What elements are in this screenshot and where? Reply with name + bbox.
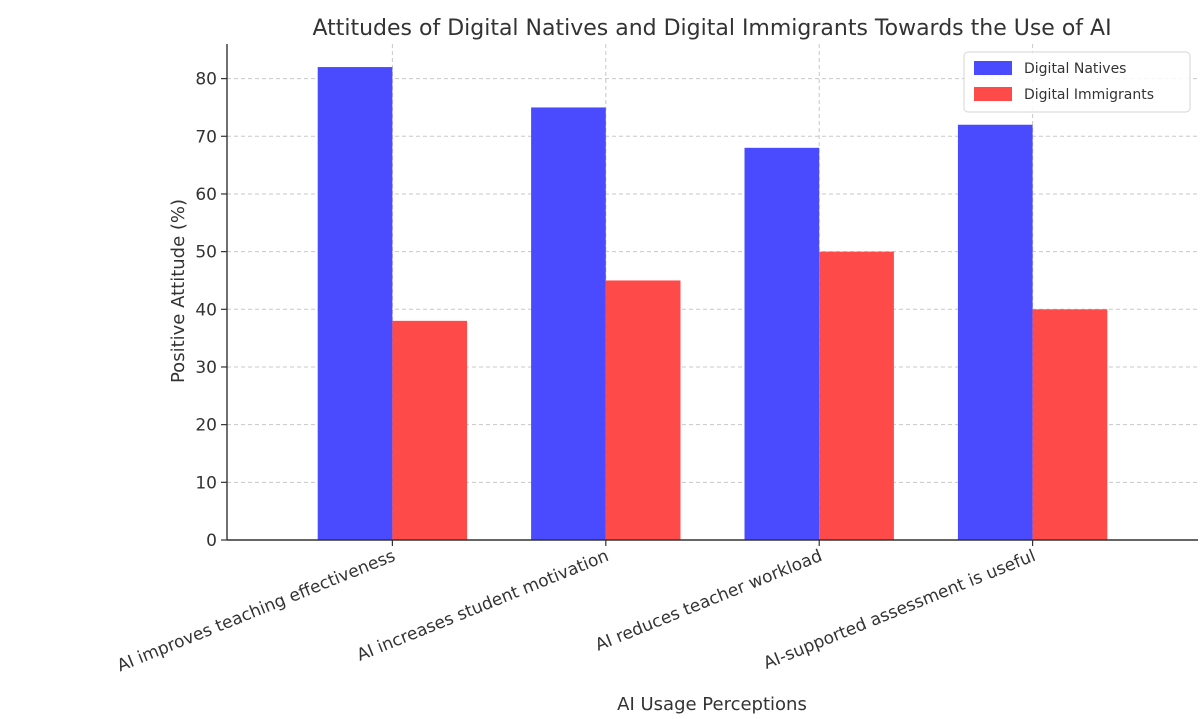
bar-digital-natives-0 — [317, 67, 393, 541]
y-tick-label: 40 — [195, 300, 217, 320]
y-tick-label: 70 — [195, 127, 217, 147]
x-axis-label: AI Usage Perceptions — [617, 694, 807, 715]
y-tick-label: 20 — [195, 416, 217, 436]
chart-title: Attitudes of Digital Natives and Digital… — [312, 16, 1111, 41]
legend-swatch — [974, 61, 1012, 75]
legend: Digital Natives Digital Immigrants — [963, 51, 1191, 113]
bar-digital-natives-3 — [957, 124, 1033, 540]
bar-digital-immigrants-3 — [1032, 309, 1108, 540]
x-tick-label: AI improves teaching effectiveness — [114, 546, 398, 676]
y-axis-ticks: 0 10 20 30 40 50 60 70 80 — [195, 70, 227, 551]
y-axis-label: Positive Attitude (%) — [168, 199, 189, 383]
y-tick-label: 60 — [195, 185, 217, 205]
legend-box — [963, 51, 1191, 113]
y-tick-label: 80 — [195, 70, 217, 90]
bar-digital-immigrants-0 — [392, 320, 468, 540]
y-tick-label: 50 — [195, 243, 217, 263]
legend-label: Digital Immigrants — [1024, 87, 1154, 103]
x-tick-label: AI reduces teacher workload — [593, 546, 826, 655]
bar-digital-immigrants-1 — [605, 280, 681, 540]
legend-swatch — [974, 87, 1012, 101]
y-tick-label: 10 — [195, 473, 217, 493]
bar-digital-natives-1 — [531, 107, 606, 540]
legend-label: Digital Natives — [1024, 61, 1126, 77]
bar-digital-immigrants-2 — [819, 251, 894, 540]
y-tick-label: 0 — [206, 531, 217, 551]
y-tick-label: 30 — [195, 358, 217, 378]
axes — [226, 44, 1198, 541]
bars — [317, 67, 1108, 541]
bar-digital-natives-2 — [744, 147, 820, 540]
